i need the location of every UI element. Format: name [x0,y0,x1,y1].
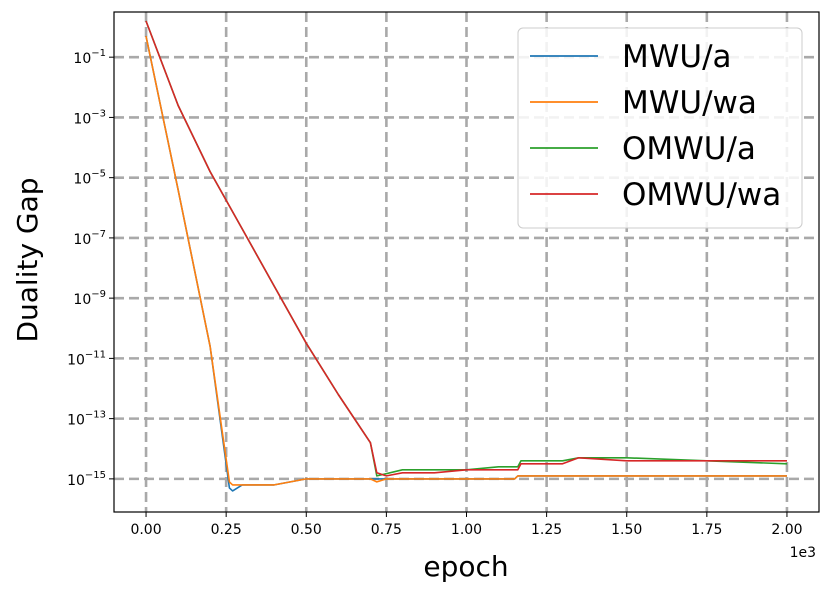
x-axis-title: epoch [423,550,508,583]
legend-box [517,27,803,229]
legend: MWU/a MWU/wa OMWU/a OMWU/wa [517,27,803,229]
legend-entry-label: MWU/a [622,39,732,75]
legend-entry-label: OMWU/wa [622,177,781,213]
y-axis-ticks: 10−1 10−3 10−5 10−7 10−9 10−11 10−13 10−15 [67,48,114,489]
y-tick-label: 10−1 [73,48,106,67]
x-tick-label: 1.25 [531,522,562,538]
x-tick-label: 1.75 [691,522,722,538]
y-axis-title: Duality Gap [11,177,44,342]
y-tick-label: 10−11 [67,349,106,368]
x-tick-label: 0.75 [371,522,402,538]
y-tick-label: 10−5 [73,169,106,188]
x-tick-label: 1.50 [611,522,642,538]
y-tick-label: 10−15 [67,470,106,489]
y-tick-label: 10−9 [73,289,106,308]
x-axis-ticks: 0.00 0.25 0.50 0.75 1.00 1.25 1.50 1.75 2.00 [130,512,803,538]
y-tick-label: 10−7 [73,229,106,248]
series-line-mwu-wa [145,35,787,486]
x-tick-label: 0.25 [211,522,242,538]
x-tick-label: 2.00 [771,522,802,538]
y-tick-label: 10−3 [73,108,106,127]
x-axis-offset-label: 1e3 [790,545,816,561]
x-tick-label: 0.00 [130,522,161,538]
legend-entry-label: OMWU/a [622,131,756,167]
legend-entry-label: MWU/wa [622,85,757,121]
series-lines [145,20,788,492]
series-line-omwu-wa [145,20,787,477]
x-tick-label: 0.50 [291,522,322,538]
y-tick-label: 10−13 [67,410,106,429]
x-tick-label: 1.00 [451,522,482,538]
